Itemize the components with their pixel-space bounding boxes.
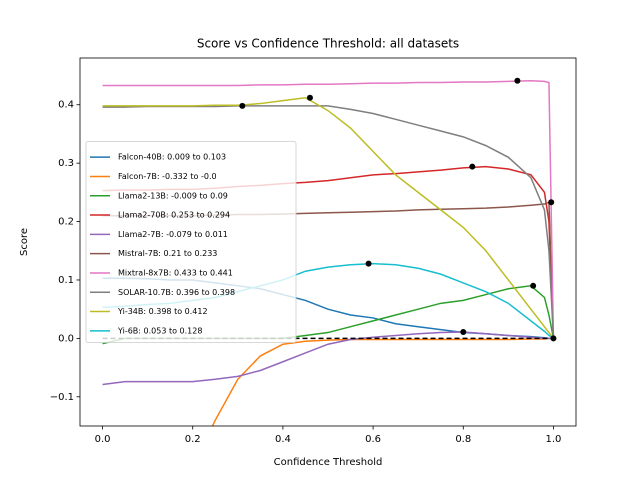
series-line [102,96,555,339]
peak-marker [530,282,537,289]
chart-title: Score vs Confidence Threshold: all datas… [197,37,459,51]
legend-label: Falcon-7B: -0.332 to -0.0 [118,172,217,181]
x-tick-label: 0.2 [185,434,201,445]
y-tick-label: 0.2 [58,217,74,228]
peak-marker [306,94,313,101]
x-tick-label: 0.8 [455,434,471,445]
x-axis-label: Confidence Threshold [274,457,383,468]
legend-label: Yi-34B: 0.398 to 0.412 [117,307,208,316]
legend-label: Yi-6B: 0.053 to 0.128 [117,326,202,335]
axes-frame [79,57,577,427]
peak-marker [460,328,467,335]
peak-marker [550,335,557,342]
legend-label: Llama2-13B: -0.009 to 0.09 [118,191,228,200]
x-tick-label: 0.0 [95,434,111,445]
legend-box [85,141,297,343]
legend-label: SOLAR-10.7B: 0.396 to 0.398 [118,288,235,297]
legend-label: Llama2-7B: -0.079 to 0.011 [118,230,228,239]
y-tick-label: 0.0 [58,333,74,344]
peak-marker [469,163,476,170]
series-line [102,331,554,386]
x-tick-label: 1.0 [546,434,562,445]
legend-label: Mixtral-8x7B: 0.433 to 0.441 [118,268,233,277]
y-axis-label: Score [19,228,30,256]
x-tick-label: 0.6 [365,434,381,445]
peak-marker [239,102,246,109]
x-tick-label: 0.4 [275,434,291,445]
legend-label: Mistral-7B: 0.21 to 0.233 [118,249,217,258]
peak-marker [514,77,521,84]
peak-marker [365,260,372,267]
y-tick-label: 0.1 [58,275,74,286]
legend-label: Llama2-70B: 0.253 to 0.294 [118,211,230,220]
legend-label: Falcon-40B: 0.009 to 0.103 [118,153,226,162]
legend: Falcon-40B: 0.009 to 0.103 Falcon-7B: -0.… [85,141,297,343]
y-tick-label: 0.3 [58,158,74,169]
peak-marker [548,199,555,206]
y-tick-label: 0.4 [58,100,74,111]
y-tick-label: −0.1 [50,392,74,403]
